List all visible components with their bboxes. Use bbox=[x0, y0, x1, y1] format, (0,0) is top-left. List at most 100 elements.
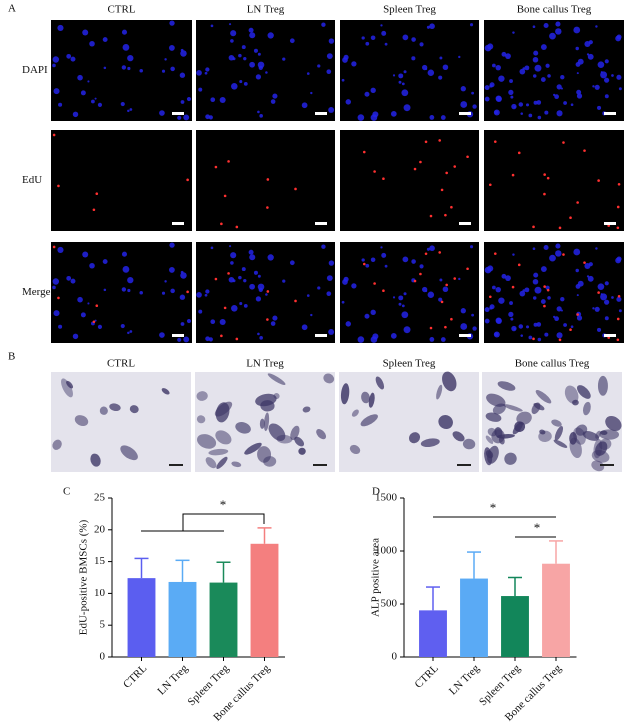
nucleus bbox=[575, 268, 579, 273]
nucleus bbox=[241, 45, 246, 50]
edu-dot bbox=[517, 263, 521, 267]
nucleus bbox=[265, 293, 268, 296]
nucleus bbox=[618, 87, 622, 91]
edu-dot bbox=[569, 216, 572, 220]
edu-dot bbox=[493, 140, 497, 143]
stained-cell bbox=[514, 421, 526, 432]
nucleus bbox=[241, 267, 246, 272]
nucleus bbox=[422, 64, 428, 71]
nucleus bbox=[518, 102, 524, 107]
edu-dot bbox=[493, 252, 497, 255]
nucleus bbox=[519, 290, 526, 297]
nucleus bbox=[169, 267, 175, 273]
nucleus bbox=[402, 34, 409, 41]
y-tick-label: 1000 bbox=[375, 545, 398, 557]
nucleus bbox=[419, 264, 424, 269]
nucleus bbox=[616, 34, 622, 40]
nucleus bbox=[328, 260, 335, 266]
y-tick-label: 20 bbox=[94, 523, 106, 535]
nucleus bbox=[536, 100, 542, 105]
stained-cell bbox=[351, 409, 359, 417]
stained-cell bbox=[267, 373, 286, 385]
nucleus bbox=[120, 101, 125, 107]
nucleus bbox=[570, 325, 574, 329]
nucleus bbox=[196, 291, 202, 298]
nucleus bbox=[472, 104, 477, 109]
y-tick-label: 1500 bbox=[375, 492, 398, 504]
edu-dot bbox=[223, 306, 227, 310]
nucleus bbox=[351, 61, 357, 67]
edu-dot bbox=[92, 208, 96, 212]
nucleus bbox=[402, 256, 409, 263]
nucleus bbox=[210, 24, 214, 28]
nucleus bbox=[442, 286, 449, 293]
nucleus bbox=[489, 306, 493, 310]
stained-cell bbox=[572, 399, 579, 406]
stained-cell bbox=[316, 429, 327, 440]
nucleus bbox=[364, 313, 370, 319]
stained-cell bbox=[420, 438, 440, 447]
nucleus bbox=[532, 247, 536, 251]
nucleus bbox=[139, 290, 143, 295]
nucleus bbox=[508, 311, 514, 318]
nucleus bbox=[228, 245, 232, 248]
nucleus bbox=[282, 57, 286, 61]
micrograph bbox=[484, 242, 624, 343]
nucleus bbox=[398, 73, 404, 79]
nucleus bbox=[208, 337, 213, 342]
nucleus bbox=[161, 291, 166, 295]
nucleus bbox=[310, 313, 313, 317]
nucleus bbox=[426, 25, 430, 29]
nucleus bbox=[575, 46, 579, 51]
edu-dot bbox=[373, 282, 376, 285]
nucleus bbox=[243, 57, 247, 61]
nucleus bbox=[72, 333, 79, 340]
bar bbox=[419, 610, 447, 657]
nucleus bbox=[180, 272, 187, 279]
nucleus bbox=[510, 95, 514, 99]
nucleus bbox=[210, 246, 214, 250]
edu-dot bbox=[413, 167, 417, 171]
nucleus bbox=[392, 74, 396, 77]
nucleus bbox=[510, 317, 514, 321]
nucleus bbox=[540, 77, 546, 82]
nucleus bbox=[555, 21, 561, 27]
nucleus bbox=[592, 85, 595, 88]
nucleus bbox=[384, 264, 388, 268]
nucleus bbox=[89, 262, 95, 269]
scale-bar bbox=[600, 464, 614, 466]
edu-dot bbox=[488, 295, 492, 299]
nucleus bbox=[164, 58, 167, 61]
edu-dot bbox=[186, 178, 189, 182]
nucleus bbox=[458, 55, 461, 59]
stained-cell bbox=[575, 424, 588, 436]
nucleus bbox=[554, 94, 559, 100]
nucleus bbox=[484, 85, 490, 91]
nucleus bbox=[438, 297, 443, 302]
nucleus bbox=[164, 280, 167, 283]
nucleus bbox=[484, 318, 490, 324]
edu-dot bbox=[382, 289, 385, 293]
nucleus bbox=[576, 93, 583, 99]
alp-stain-image bbox=[51, 372, 191, 472]
nucleus bbox=[604, 316, 609, 321]
nucleus bbox=[401, 89, 409, 97]
nucleus bbox=[487, 43, 494, 50]
edu-dot bbox=[362, 150, 366, 154]
edu-dot bbox=[488, 183, 492, 187]
nucleus bbox=[547, 74, 551, 78]
nucleus bbox=[594, 306, 600, 312]
nucleus bbox=[555, 243, 561, 249]
nucleus bbox=[57, 246, 64, 254]
nucleus bbox=[553, 93, 556, 97]
nucleus bbox=[543, 244, 549, 251]
nucleus bbox=[231, 83, 238, 90]
edu-dot bbox=[373, 170, 376, 173]
bar bbox=[542, 563, 570, 657]
nucleus bbox=[82, 251, 89, 258]
edu-dot bbox=[543, 304, 546, 308]
stained-cell bbox=[591, 450, 610, 463]
nucleus bbox=[257, 332, 260, 336]
nucleus bbox=[533, 272, 539, 278]
edu-dot bbox=[453, 165, 457, 168]
